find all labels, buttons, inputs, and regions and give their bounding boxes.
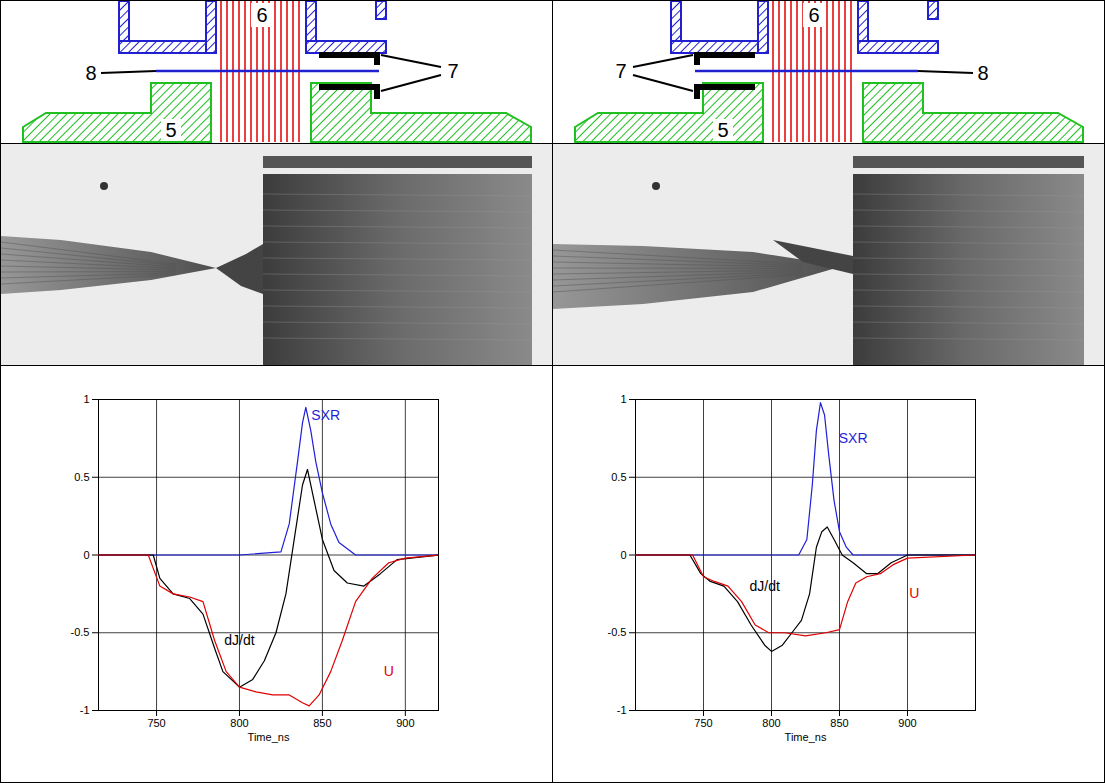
svg-text:8: 8	[977, 62, 988, 84]
svg-text:SXR: SXR	[311, 407, 340, 423]
svg-text:1: 1	[620, 393, 626, 405]
svg-text:750: 750	[694, 717, 712, 729]
svg-text:0.5: 0.5	[74, 471, 89, 483]
svg-text:8: 8	[85, 62, 96, 84]
svg-text:0: 0	[83, 549, 89, 561]
svg-text:6: 6	[808, 4, 819, 26]
svg-text:0: 0	[620, 549, 626, 561]
svg-text:850: 850	[313, 717, 331, 729]
svg-text:-0.5: -0.5	[71, 626, 90, 638]
svg-text:SXR: SXR	[839, 430, 868, 446]
svg-text:1: 1	[83, 393, 89, 405]
svg-text:dJ/dt: dJ/dt	[224, 632, 254, 648]
svg-text:5: 5	[165, 119, 176, 141]
svg-text:800: 800	[230, 717, 248, 729]
svg-text:5: 5	[717, 119, 728, 141]
svg-text:U: U	[384, 663, 394, 679]
svg-text:-1: -1	[617, 704, 627, 716]
svg-text:900: 900	[898, 717, 916, 729]
svg-text:-1: -1	[80, 704, 90, 716]
svg-text:U: U	[909, 585, 919, 601]
svg-text:750: 750	[147, 717, 165, 729]
svg-text:850: 850	[830, 717, 848, 729]
svg-text:7: 7	[615, 60, 626, 82]
svg-text:Time_ns: Time_ns	[248, 731, 290, 743]
svg-text:dJ/dt: dJ/dt	[750, 578, 780, 594]
svg-text:900: 900	[396, 717, 414, 729]
svg-text:800: 800	[762, 717, 780, 729]
svg-text:Time_ns: Time_ns	[785, 731, 827, 743]
svg-text:7: 7	[447, 60, 458, 82]
svg-text:6: 6	[256, 4, 267, 26]
svg-text:0.5: 0.5	[611, 471, 626, 483]
svg-text:-0.5: -0.5	[608, 626, 627, 638]
